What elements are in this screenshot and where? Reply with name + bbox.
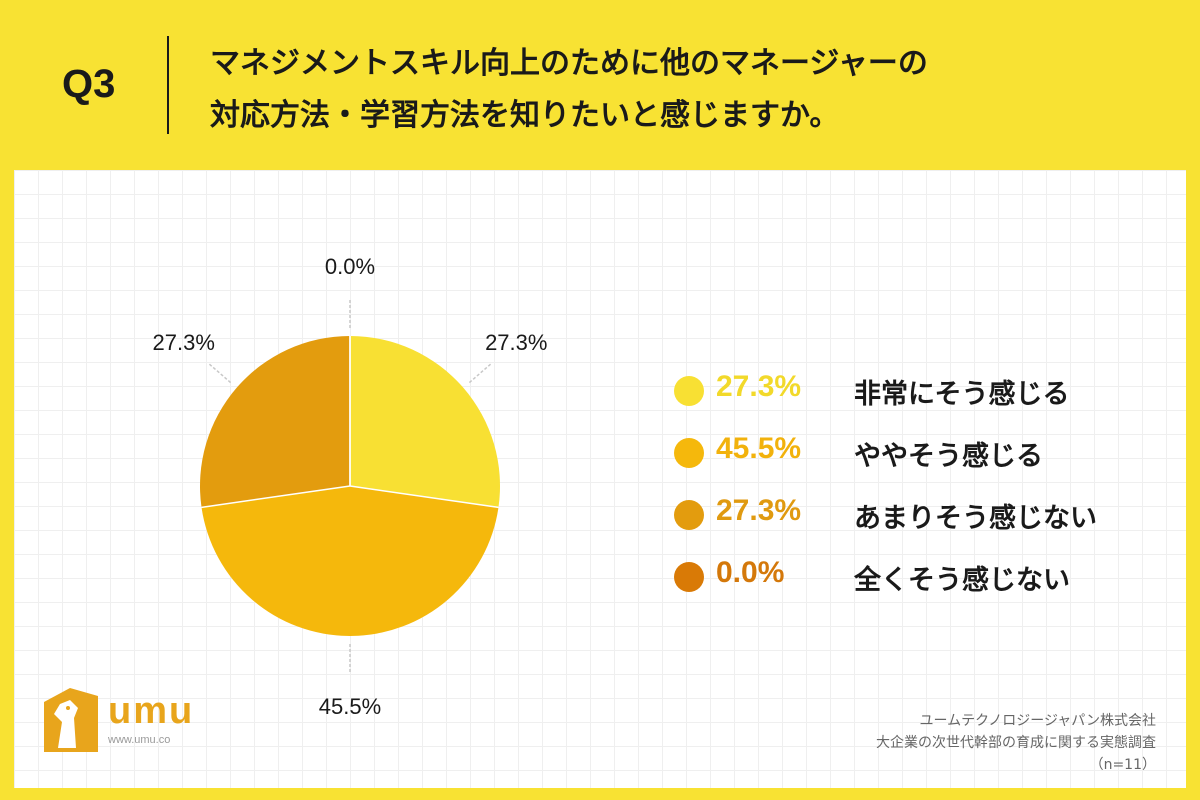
chart-panel: 27.3% 45.5% 27.3% 0.0% 27.3% 非常にそう感じる 45.5%… [14,170,1186,788]
slice-separator [201,485,351,509]
legend-pct-somewhat: 45.5% [716,432,802,465]
legend-label-very: 非常にそう感じる [854,379,1070,410]
legend-item-very: 27.3% 非常にそう感じる [674,360,1154,422]
data-label-somewhat: 45.5% [319,694,381,719]
pie-slice-very [350,336,500,508]
pie-chart: 27.3% 45.5% 27.3% 0.0% [153,254,548,719]
source-note: ユームテクノロジージャパン株式会社 大企業の次世代幹部の育成に関する実態調査 （… [876,710,1156,776]
legend-item-somewhat: 45.5% ややそう感じる [674,422,1154,484]
question-text: マネジメントスキル向上のために他のマネージャーの 対応方法・学習方法を知りたいと… [210,38,1170,142]
question-line-1: マネジメントスキル向上のために他のマネージャーの [210,46,928,81]
logo-url: www.umu.co [108,734,171,746]
slice-separator [349,485,499,509]
legend-label-somewhat: ややそう感じる [854,441,1043,472]
legend-dot-notmuch [674,500,704,530]
legend-label-notatall: 全くそう感じない [854,565,1070,596]
legend-dot-very [674,376,704,406]
question-line-2: 対応方法・学習方法を知りたいと感じますか。 [210,98,840,133]
question-number: Q3 [62,62,116,106]
source-survey: 大企業の次世代幹部の育成に関する実態調査 [876,735,1156,751]
legend-dot-notatall [674,562,704,592]
source-company: ユームテクノロジージャパン株式会社 [919,713,1156,729]
legend-item-notatall: 0.0% 全くそう感じない [674,546,1154,608]
umu-logo: umu www.umu.co [40,682,220,762]
leader-line-very [468,363,492,384]
pie-slice-somewhat [201,486,499,636]
legend-label-notmuch: あまりそう感じない [854,503,1097,534]
logo-wordmark: umu [108,690,195,732]
leader-line-notmuch [208,363,232,384]
pie-slice-notmuch [199,336,350,508]
source-sample-size: （n=11） [1089,757,1156,773]
giraffe-logo-icon [44,688,98,752]
data-label-notmuch: 27.3% [153,330,215,355]
data-label-notatall: 0.0% [325,254,375,279]
legend-pct-notmuch: 27.3% [716,494,802,527]
legend-dot-somewhat [674,438,704,468]
data-label-very: 27.3% [485,330,547,355]
header: Q3 マネジメントスキル向上のために他のマネージャーの 対応方法・学習方法を知り… [0,0,1200,170]
legend-item-notmuch: 27.3% あまりそう感じない [674,484,1154,546]
legend: 27.3% 非常にそう感じる 45.5% ややそう感じる 27.3% あまりそう… [674,360,1154,608]
header-divider [167,36,169,134]
legend-pct-notatall: 0.0% [716,556,785,589]
legend-pct-very: 27.3% [716,370,802,403]
